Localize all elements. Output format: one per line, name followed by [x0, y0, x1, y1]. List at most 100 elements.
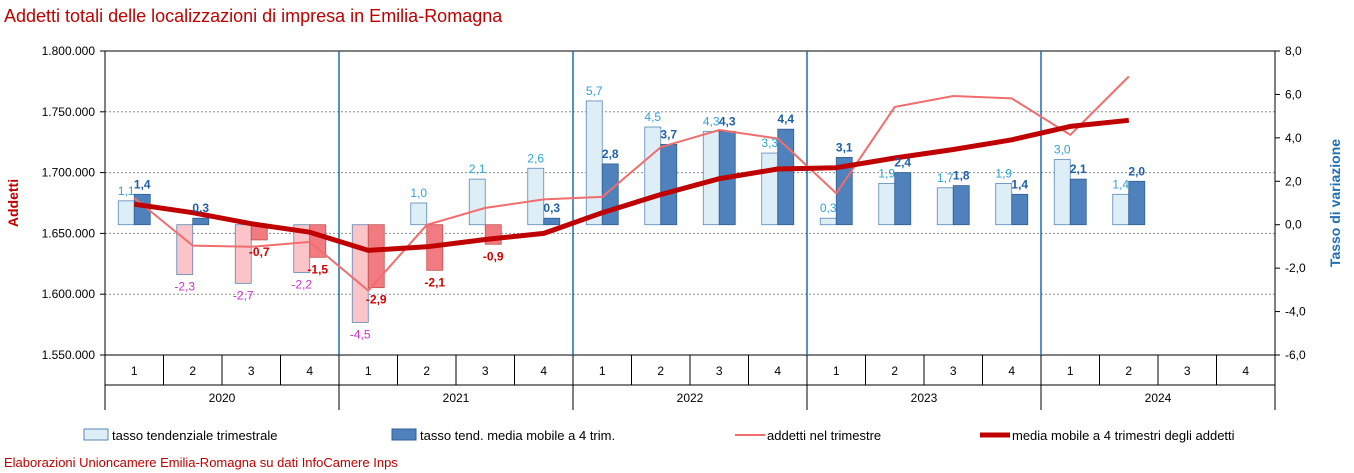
data-label-tasso-tendenziale: 4,3	[703, 114, 720, 128]
bar-media-mobile	[894, 172, 912, 226]
y2-tick-label: -4,0	[1285, 305, 1306, 319]
data-label-tasso-tendenziale: -2,2	[291, 277, 312, 291]
data-label-media-mobile: 1,4	[1011, 177, 1028, 191]
data-label-media-mobile: -0,7	[249, 245, 270, 259]
bar-tasso-tendenziale	[1053, 159, 1071, 226]
plot-frame	[104, 50, 1276, 356]
data-label-tasso-tendenziale: -4,5	[350, 327, 371, 341]
y-tick-label: 1.800.000	[42, 44, 96, 58]
x-tick-label-quarter: 3	[482, 364, 489, 378]
x-tick-label-year: 2020	[209, 391, 236, 405]
x-tick-label-quarter: 3	[1184, 364, 1191, 378]
bar-media-mobile	[1011, 193, 1029, 226]
x-tick-label-quarter: 3	[716, 364, 723, 378]
x-tick-label-quarter: 2	[657, 364, 664, 378]
x-tick-label-quarter: 3	[950, 364, 957, 378]
y-tick-label: 1.700.000	[42, 166, 96, 180]
x-tick-label-quarter: 2	[423, 364, 430, 378]
x-tick-label-quarter: 3	[248, 364, 255, 378]
legend-label: media mobile a 4 trimestri degli addetti	[1012, 428, 1235, 443]
data-label-media-mobile: 1,8	[953, 169, 970, 183]
data-label-media-mobile: 1,4	[134, 177, 151, 191]
bar-tasso-tendenziale	[644, 126, 662, 226]
x-tick-label-quarter: 1	[833, 364, 840, 378]
data-label-media-mobile: 3,1	[836, 140, 853, 154]
bar-tasso-tendenziale	[936, 187, 954, 226]
data-label-tasso-tendenziale: 1,1	[118, 184, 135, 198]
x-tick-label-year: 2022	[677, 391, 704, 405]
bar-tasso-tendenziale	[995, 183, 1013, 226]
data-label-media-mobile: -2,9	[366, 293, 387, 307]
bar-media-mobile	[777, 128, 795, 226]
data-label-tasso-tendenziale: 1,0	[410, 186, 427, 200]
y-tick-label: 1.750.000	[42, 105, 96, 119]
bar-tasso-tendenziale	[761, 152, 779, 226]
data-label-media-mobile: 4,3	[719, 114, 736, 128]
data-label-media-mobile: -2,1	[424, 275, 445, 289]
chart-title: Addetti totali delle localizzazioni di i…	[4, 6, 503, 26]
x-tick-label-quarter: 1	[131, 364, 138, 378]
x-tick-label-quarter: 4	[1008, 364, 1015, 378]
data-label-media-mobile: 2,0	[1128, 164, 1145, 178]
x-tick-label-quarter: 2	[189, 364, 196, 378]
bar-media-mobile	[1128, 180, 1146, 226]
bar-tasso-tendenziale	[527, 167, 545, 226]
data-label-media-mobile: 4,4	[777, 112, 794, 126]
data-label-tasso-tendenziale: 0,3	[820, 201, 837, 215]
y2-tick-label: 4,0	[1285, 131, 1302, 145]
data-label-tasso-tendenziale: 1,9	[878, 166, 895, 180]
y2-tick-label: 6,0	[1285, 87, 1302, 101]
legend-label: tasso tendenziale trimestrale	[112, 428, 277, 443]
bar-media-mobile	[192, 217, 210, 226]
line-addetti-trimestre	[133, 75, 1130, 292]
legend-label: addetti nel trimestre	[767, 428, 881, 443]
x-tick-label-quarter: 1	[365, 364, 372, 378]
bar-media-mobile	[367, 224, 385, 289]
x-tick-label-year: 2021	[443, 391, 470, 405]
y-axis-title: Addetti	[5, 179, 21, 227]
y-tick-label: 1.600.000	[42, 287, 96, 301]
bar-tasso-tendenziale	[410, 202, 428, 226]
data-label-media-mobile: 0,3	[543, 201, 560, 215]
line-media-mobile-addetti	[133, 117, 1130, 253]
x-tick-label-quarter: 2	[891, 364, 898, 378]
legend-label: tasso tend. media mobile a 4 trim.	[420, 428, 615, 443]
x-tick-label-quarter: 4	[774, 364, 781, 378]
bar-tasso-tendenziale	[585, 100, 603, 226]
bar-media-mobile	[660, 143, 678, 226]
source-note: Elaborazioni Unioncamere Emilia-Romagna …	[4, 455, 398, 470]
bar-media-mobile	[952, 185, 970, 226]
bar-tasso-tendenziale	[468, 178, 486, 226]
y2-tick-label: -2,0	[1285, 261, 1306, 275]
y-tick-label: 1.550.000	[42, 348, 96, 362]
data-label-tasso-tendenziale: 4,5	[644, 110, 661, 124]
y2-axis-title: Tasso di variazione	[1327, 139, 1343, 267]
data-label-tasso-tendenziale: -2,3	[174, 280, 195, 294]
data-label-tasso-tendenziale: 1,7	[937, 171, 954, 185]
bar-tasso-tendenziale	[1112, 193, 1130, 226]
bar-media-mobile	[1069, 178, 1087, 226]
bar-tasso-tendenziale	[819, 217, 837, 226]
y2-tick-label: 0,0	[1285, 218, 1302, 232]
data-label-tasso-tendenziale: 5,7	[586, 84, 603, 98]
y2-tick-label: -6,0	[1285, 348, 1306, 362]
data-label-media-mobile: -0,9	[483, 249, 504, 263]
data-label-tasso-tendenziale: -2,7	[233, 288, 254, 302]
data-label-tasso-tendenziale: 2,6	[527, 151, 544, 165]
bar-tasso-tendenziale	[176, 224, 194, 276]
x-tick-label-quarter: 4	[1242, 364, 1249, 378]
data-label-media-mobile: 2,4	[894, 156, 911, 170]
x-tick-label-quarter: 4	[306, 364, 313, 378]
legend-swatch	[83, 428, 109, 441]
data-label-tasso-tendenziale: 1,9	[995, 166, 1012, 180]
x-tick-label-year: 2023	[911, 391, 938, 405]
y-tick-label: 1.650.000	[42, 226, 96, 240]
bar-tasso-tendenziale	[878, 183, 896, 226]
data-label-media-mobile: -1,5	[307, 262, 328, 276]
y2-tick-label: 8,0	[1285, 44, 1302, 58]
data-label-tasso-tendenziale: 1,4	[1112, 177, 1129, 191]
data-label-media-mobile: 2,1	[1070, 162, 1087, 176]
x-tick-label-quarter: 2	[1125, 364, 1132, 378]
data-label-media-mobile: 3,7	[660, 127, 677, 141]
